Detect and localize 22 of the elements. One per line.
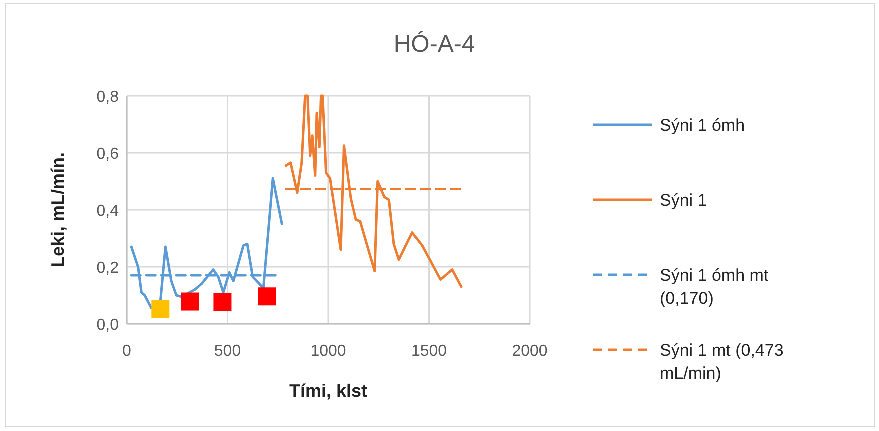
point [214, 293, 232, 312]
x-tick-label: 0 [122, 343, 132, 360]
chart-title: HÓ-A-4 [394, 31, 476, 58]
legend-label: Sýni 1 ómh mt (0,170) [660, 266, 769, 308]
legend-label: Sýni 1 ómh [660, 116, 746, 135]
y-tick-label: 0,0 [96, 317, 120, 334]
point [152, 300, 170, 318]
y-tick-label: 0,6 [96, 146, 120, 163]
x-tick-label: 1000 [310, 343, 346, 360]
x-tick-label: 500 [214, 343, 242, 360]
x-tick-label: 1500 [411, 343, 448, 360]
y-tick-label: 0,4 [96, 203, 120, 220]
legend-label: Sýni 1 [660, 191, 708, 210]
point [258, 288, 276, 306]
point [181, 292, 200, 311]
x-tick-label: 2000 [512, 343, 548, 360]
y-tick-label: 0,8 [96, 89, 120, 106]
legend-label: Sýni 1 mt (0,473 mL/min) [660, 341, 784, 383]
y-axis-title: Leki, mL/mín. [48, 152, 68, 268]
line-series [284, 94, 463, 288]
y-tick-label: 0,2 [96, 260, 120, 277]
x-axis-title: Tími, klst [289, 381, 368, 401]
